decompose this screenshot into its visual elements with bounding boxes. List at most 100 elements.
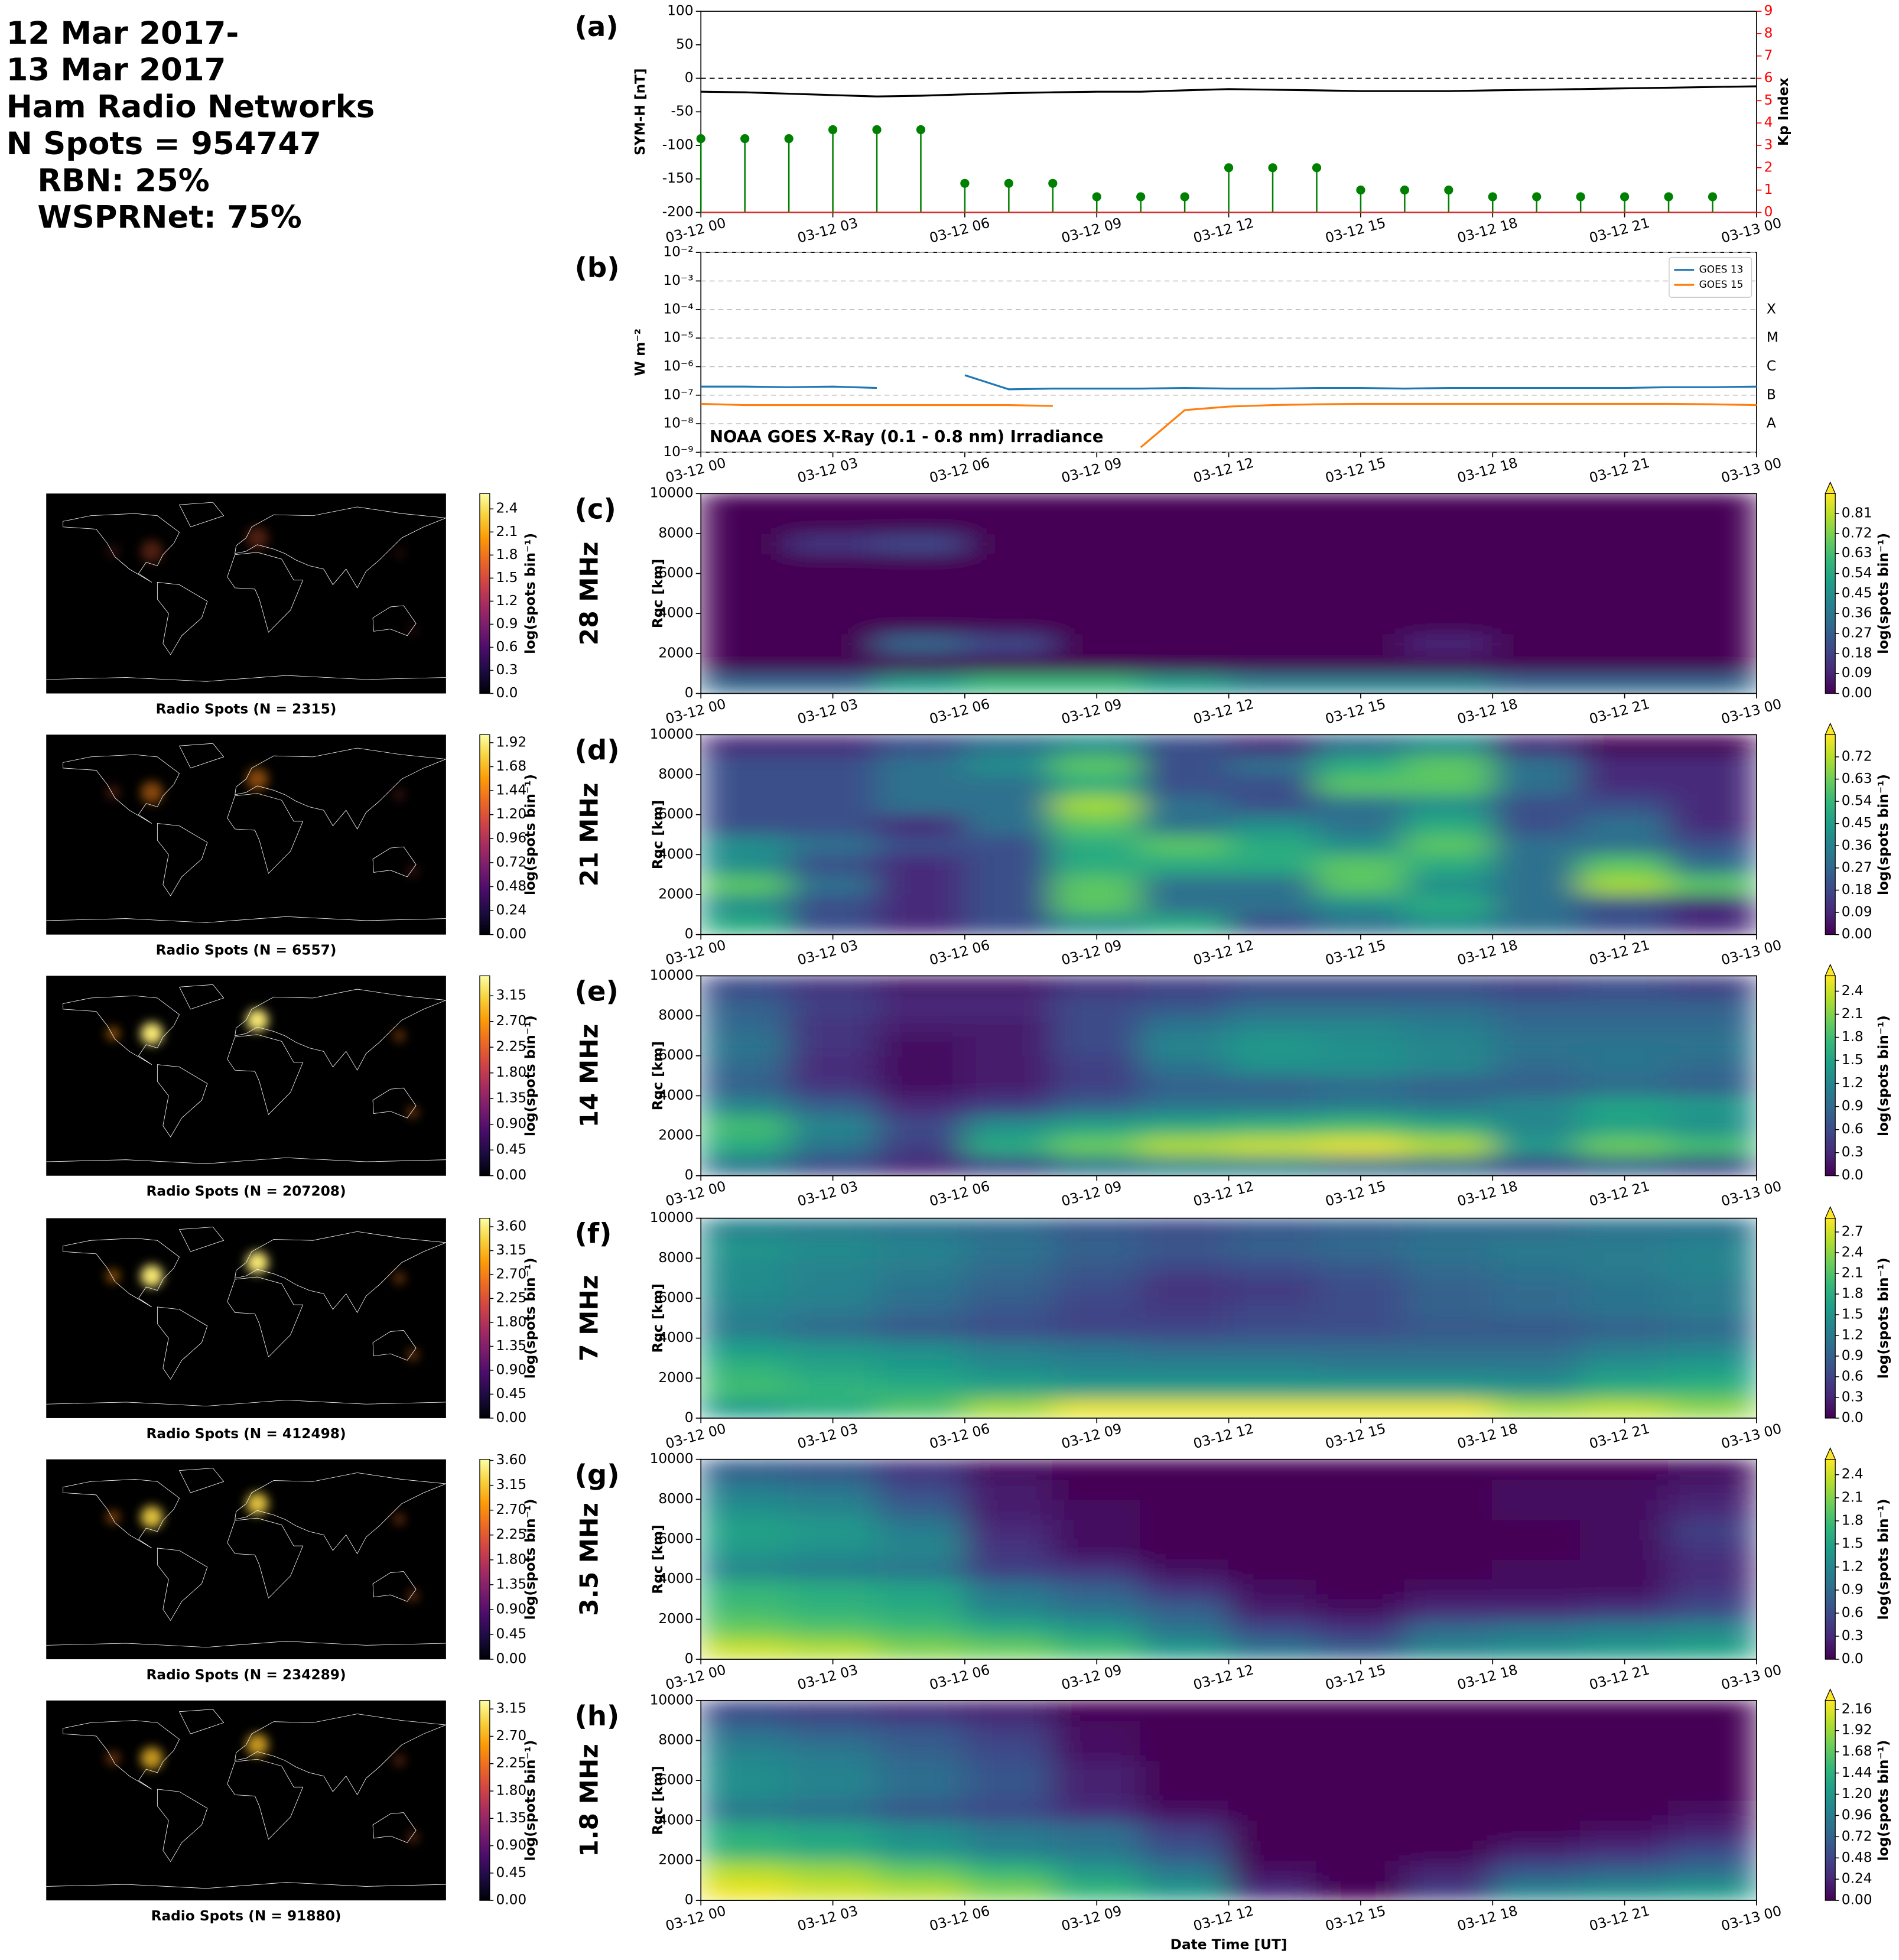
heatmap-cell	[1492, 976, 1582, 997]
heatmap-cell	[1492, 1639, 1582, 1660]
heatmap-cell	[964, 1095, 1053, 1117]
colorbar-tick-label: 3.60	[496, 1452, 526, 1468]
heatmap-cell	[1492, 1278, 1582, 1299]
y-tick-label: 6000	[658, 806, 693, 822]
colorbar-label: log(spots bin⁻¹)	[1875, 1499, 1891, 1620]
heatmap-cell	[1228, 1519, 1318, 1540]
heatmap-cell	[1667, 1095, 1757, 1117]
colorbar-tick-label: 2.70	[496, 1501, 526, 1517]
heatmap-cell	[964, 1237, 1053, 1259]
heatmap-cell	[788, 1115, 878, 1137]
heatmap-cell	[1228, 834, 1318, 856]
heatmap-cell	[788, 874, 878, 896]
heatmap-cell	[1404, 532, 1494, 554]
heatmap-cell	[1228, 1799, 1318, 1821]
heatmap-cell	[1316, 1035, 1406, 1057]
heatmap-cell	[876, 976, 965, 997]
heatmap-cell	[1140, 1639, 1230, 1660]
heatmap-cell	[701, 773, 790, 795]
heatmap-cell	[1580, 1015, 1670, 1036]
heatmap-cell	[1404, 1700, 1494, 1721]
heatmap-cell	[1404, 1780, 1494, 1802]
heatmap-cell	[1667, 814, 1757, 836]
heatmap-cell	[1667, 632, 1757, 654]
colorbar-tick-label: 1.2	[496, 593, 518, 609]
heatmap-cell	[1316, 1819, 1406, 1841]
map-caption: Radio Spots (N = 91880)	[151, 1908, 342, 1924]
heatmap-cell	[1492, 1317, 1582, 1339]
y-tick-label: 4000	[658, 846, 693, 862]
y-tick-label: 8000	[658, 1007, 693, 1023]
heatmap-cell	[1404, 552, 1494, 574]
colorbar	[1825, 1700, 1836, 1901]
heatmap-cell	[1667, 1478, 1757, 1500]
y2-tick-label: 7	[1764, 47, 1773, 63]
heatmap-cell	[1404, 1558, 1494, 1580]
heatmap-cell	[876, 1799, 965, 1821]
colorbar-tick-label: 0.45	[496, 1864, 526, 1880]
y-tick-label: 10⁻²	[663, 244, 693, 260]
heatmap-cell	[1140, 1819, 1230, 1841]
heatmap-cell	[964, 1519, 1053, 1540]
stem-marker	[1356, 186, 1365, 195]
heatmap-cell	[1052, 754, 1142, 776]
y-tick-label: 10⁻³	[663, 272, 693, 288]
colorbar-label: log(spots bin⁻¹)	[1875, 774, 1891, 895]
heatmap-cell	[964, 1055, 1053, 1077]
heatmap-cell	[1052, 1237, 1142, 1259]
heatmap-cell	[876, 1337, 965, 1359]
heatmap-cell	[1228, 814, 1318, 836]
heatmap-cell	[1316, 1740, 1406, 1761]
heatmap-cell	[876, 893, 965, 915]
heatmap-cell	[964, 1015, 1053, 1036]
heatmap-cell	[1052, 1839, 1142, 1861]
heatmap-cell	[1228, 1478, 1318, 1500]
heatmap	[701, 1218, 1757, 1418]
heatmap-cell	[1140, 1075, 1230, 1097]
colorbar-tick-label: 1.8	[1842, 1512, 1864, 1528]
heatmap-cell	[1667, 613, 1757, 635]
heatmap-cell	[788, 834, 878, 856]
heatmap-cell	[1140, 1297, 1230, 1319]
map-hotspot	[407, 1106, 419, 1119]
heatmap-cell	[701, 1135, 790, 1156]
map-outline	[46, 502, 446, 681]
heatmap-cell	[1492, 672, 1582, 694]
heatmap-cell	[788, 1015, 878, 1036]
heatmap-cell	[1052, 1459, 1142, 1480]
heatmap-cell	[788, 1095, 878, 1117]
heatmap-cell	[1667, 1799, 1757, 1821]
heatmap-cell	[1667, 672, 1757, 694]
y-tick-label: 0	[685, 1892, 694, 1908]
colorbar	[1825, 1217, 1836, 1419]
heatmap-cell	[964, 1780, 1053, 1802]
heatmap-cell	[1052, 1015, 1142, 1036]
legend-label: GOES 15	[1699, 278, 1744, 290]
legend-label: GOES 13	[1699, 264, 1744, 275]
heatmap-cell	[1140, 1740, 1230, 1761]
heatmap-cell	[1316, 893, 1406, 915]
heatmap-cell	[1580, 613, 1670, 635]
heatmap-cell	[876, 773, 965, 795]
heatmap-cell	[1228, 1780, 1318, 1802]
y-tick-label: 10⁻⁵	[663, 330, 693, 346]
map-hotspot	[140, 1265, 163, 1288]
heatmap-cell	[1316, 1055, 1406, 1077]
heatmap-cell	[1052, 532, 1142, 554]
heatmap-cell	[1140, 1278, 1230, 1299]
flare-class-label: A	[1767, 415, 1776, 431]
heatmap-cell	[1228, 1880, 1318, 1901]
heatmap-cell	[1228, 652, 1318, 674]
heatmap-cell	[701, 1218, 790, 1239]
heatmap-cells	[701, 493, 1757, 694]
heatmap-cell	[1404, 1237, 1494, 1259]
coastline	[46, 1227, 446, 1406]
heatmap-cell	[1580, 1558, 1670, 1580]
heatmap-cell	[876, 1478, 965, 1500]
heatmap-cell	[1228, 734, 1318, 756]
heatmap-cell	[1316, 1218, 1406, 1239]
colorbar-tick-label: 0.09	[1842, 904, 1872, 920]
heatmap-cell	[1228, 1598, 1318, 1620]
heatmap-cell	[788, 1780, 878, 1802]
heatmap-cell	[964, 1598, 1053, 1620]
